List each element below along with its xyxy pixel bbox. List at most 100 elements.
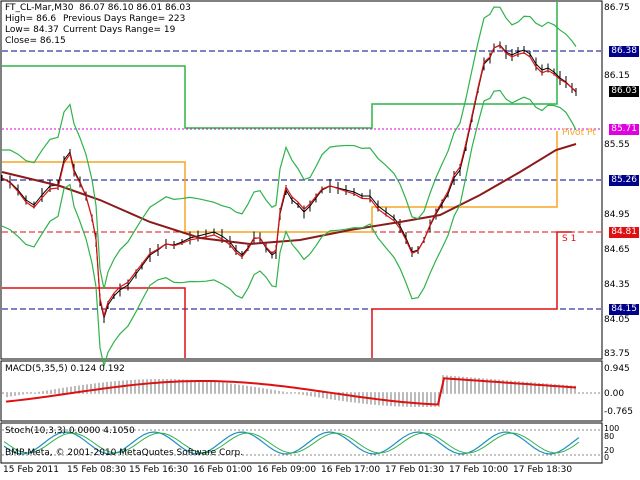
macd-histogram-bar <box>486 378 488 393</box>
macd-histogram-bar <box>46 390 48 393</box>
macd-histogram-bar <box>18 393 20 396</box>
macd-histogram-bar <box>178 379 180 393</box>
price-axis-label: 83.75 <box>604 349 630 359</box>
macd-axis-label: -0.765 <box>604 407 634 417</box>
macd-histogram-bar <box>558 384 560 393</box>
macd-histogram-bar <box>562 384 564 393</box>
macd-histogram-bar <box>234 384 236 393</box>
price-axis-label: 86.15 <box>604 71 630 81</box>
macd-histogram-bar <box>10 393 12 397</box>
macd-histogram-bar <box>78 385 80 393</box>
macd-histogram-bar <box>566 385 568 393</box>
macd-histogram-bar <box>250 386 252 393</box>
time-axis-label: 15 Feb 16:30 <box>129 465 189 475</box>
macd-histogram-bar <box>190 379 192 393</box>
macd-histogram-bar <box>494 379 496 393</box>
time-axis-label: 16 Feb 01:00 <box>193 465 253 475</box>
price-axis-label: 84.05 <box>604 315 630 325</box>
price-tag-pivot: 85.71 <box>609 124 639 135</box>
macd-histogram-bar <box>458 376 460 393</box>
macd-histogram-bar <box>198 380 200 393</box>
macd-histogram-bar <box>474 377 476 393</box>
macd-histogram-bar <box>166 379 168 393</box>
macd-histogram-bar <box>414 393 416 407</box>
macd-histogram-bar <box>194 380 196 393</box>
stoch-signal-line <box>3 432 580 454</box>
macd-title: MACD(5,35,5) 0.124 0.192 <box>5 364 125 374</box>
macd-histogram-bar <box>526 381 528 393</box>
macd-histogram-bar <box>410 393 412 407</box>
copyright-text: BMP-Meta, © 2001-2010 MetaQuotes Softwar… <box>5 448 244 458</box>
macd-histogram-bar <box>70 386 72 393</box>
macd-histogram-bar <box>554 384 556 393</box>
macd-histogram-bar <box>318 393 320 398</box>
price-tag-current: 86.03 <box>609 86 639 97</box>
macd-histogram-bar <box>322 393 324 399</box>
current-days-range: Current Days Range= 19 <box>63 25 176 35</box>
macd-histogram-bar <box>158 379 160 393</box>
macd-histogram-bar <box>538 382 540 393</box>
slow-ma-line <box>1 143 577 246</box>
macd-histogram-bar <box>230 383 232 393</box>
macd-histogram-bar <box>330 393 332 400</box>
s1-label: S 1 <box>562 234 577 244</box>
macd-histogram-bar <box>546 383 548 393</box>
pivot-label: Pivot Pt <box>562 128 596 138</box>
macd-histogram-bar <box>146 379 148 393</box>
macd-histogram-bar <box>186 379 188 393</box>
macd-histogram-bar <box>90 383 92 393</box>
macd-histogram-bar <box>218 382 220 393</box>
macd-histogram-bar <box>462 376 464 393</box>
price-tag-low-line: 84.15 <box>609 304 639 315</box>
macd-histogram-bar <box>490 379 492 393</box>
macd-histogram-bar <box>270 389 272 393</box>
macd-histogram-bar <box>430 393 432 407</box>
macd-histogram-bar <box>258 387 260 393</box>
macd-histogram-bar <box>86 384 88 393</box>
macd-histogram-bar <box>314 393 316 397</box>
macd-histogram-bar <box>418 393 420 407</box>
time-axis-label: 17 Feb 18:30 <box>513 465 573 475</box>
support-step-line <box>2 287 186 358</box>
macd-histogram-bar <box>478 378 480 393</box>
macd-histogram-bar <box>342 393 344 402</box>
macd-axis-label: 0.00 <box>604 389 625 399</box>
macd-histogram-bar <box>138 379 140 393</box>
macd-histogram-bar <box>150 379 152 393</box>
macd-histogram-bar <box>226 383 228 393</box>
macd-histogram-bar <box>142 379 144 393</box>
stoch-plot <box>2 429 601 456</box>
price-line <box>1 44 577 320</box>
resistance-step-line <box>2 2 558 129</box>
time-axis-label: 15 Feb 08:30 <box>67 465 127 475</box>
macd-histogram-bar <box>338 393 340 401</box>
macd-histogram-bar <box>22 393 24 395</box>
macd-histogram-bar <box>534 382 536 393</box>
stoch-panel-frame <box>0 422 603 464</box>
macd-histogram-bar <box>326 393 328 399</box>
macd-histogram-bar <box>406 393 408 407</box>
macd-histogram-bar <box>50 389 52 393</box>
macd-histogram-bar <box>502 379 504 393</box>
close-value: Close= 86.15 <box>5 36 66 46</box>
high-value: High= 86.6 <box>5 14 57 24</box>
macd-histogram-bar <box>454 376 456 393</box>
macd-histogram-bar <box>530 382 532 393</box>
macd-histogram-bar <box>446 375 448 393</box>
macd-histogram-bar <box>306 393 308 396</box>
price-tag-resistance: 86.38 <box>609 46 639 57</box>
macd-histogram-bar <box>42 391 44 393</box>
macd-histogram-bar <box>574 385 576 393</box>
macd-histogram-bar <box>210 381 212 393</box>
macd-signal-line <box>5 377 577 406</box>
bollinger-lower-band <box>1 89 577 367</box>
time-axis-label: 16 Feb 17:00 <box>321 465 381 475</box>
macd-histogram-bar <box>514 380 516 393</box>
macd-histogram-bar <box>310 393 312 397</box>
time-axis-label: 17 Feb 10:00 <box>449 465 509 475</box>
macd-histogram-bar <box>182 379 184 393</box>
macd-histogram-bar <box>466 377 468 393</box>
macd-histogram-bar <box>498 379 500 393</box>
macd-histogram-bar <box>286 392 288 393</box>
